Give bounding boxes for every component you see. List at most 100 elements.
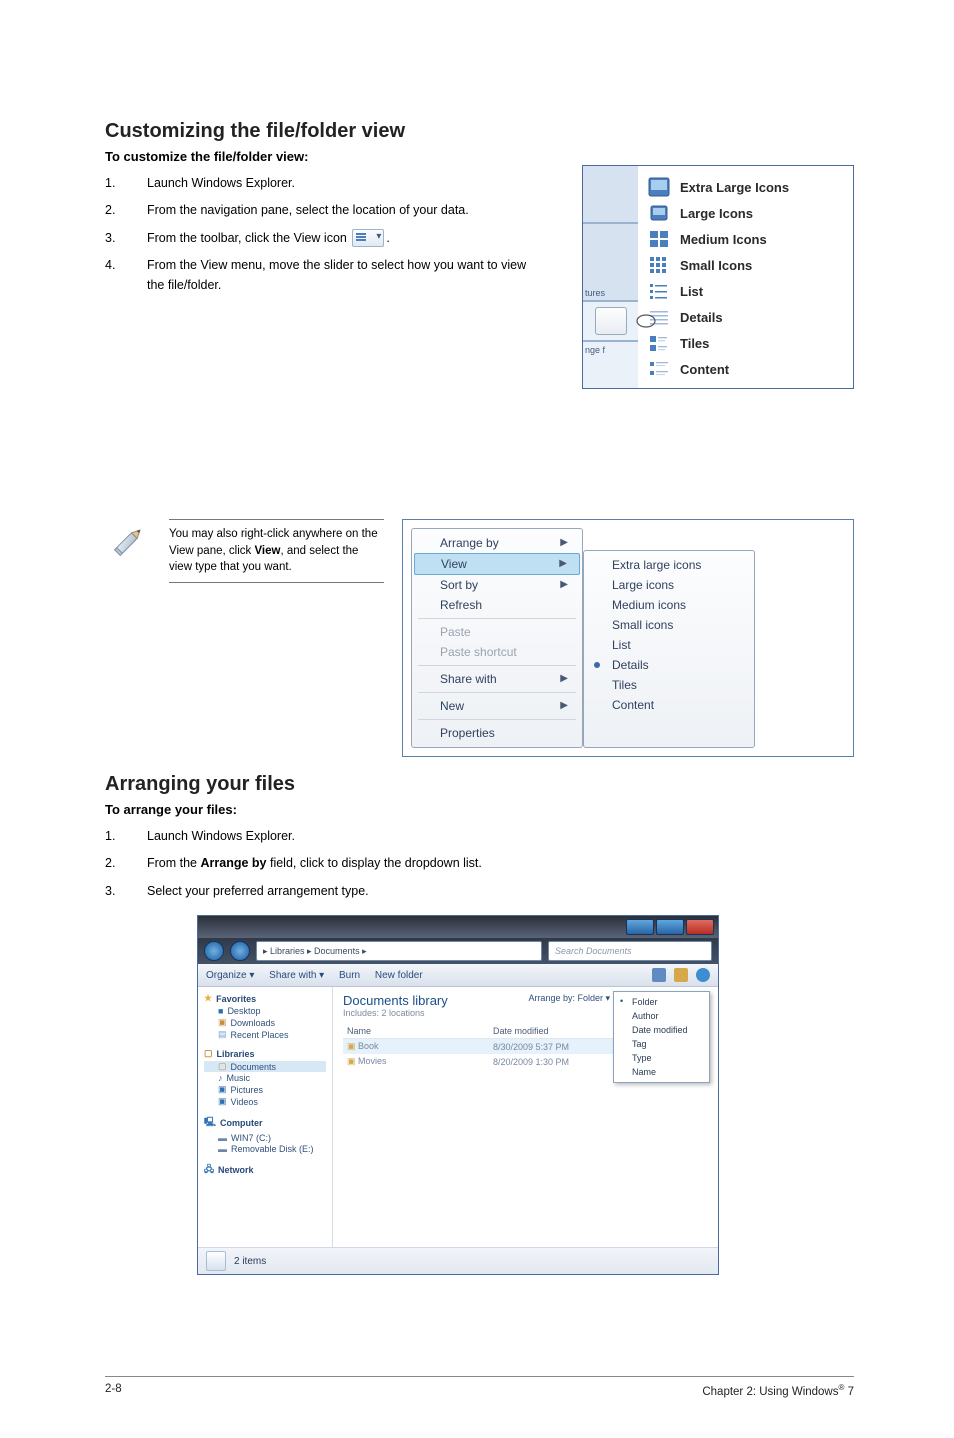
sidebar-item[interactable]: ♪ Music — [204, 1073, 326, 1083]
arrange-option[interactable]: Date modified — [614, 1023, 709, 1037]
sidebar-item[interactable]: ▢Documents — [204, 1061, 326, 1072]
ctx-item-paste: Paste — [412, 622, 582, 642]
ctx-label: Content — [612, 698, 654, 712]
sidebar-network[interactable]: 🖧Network — [204, 1162, 326, 1178]
context-menu: Arrange by▶ View▶ Sort by▶ Refresh Paste… — [411, 528, 583, 748]
page-footer: 2-8 Chapter 2: Using Windows® 7 — [105, 1376, 854, 1398]
folder-icon: ▣ — [347, 1056, 356, 1066]
list-icon — [648, 281, 670, 301]
cell: Book — [358, 1041, 379, 1051]
sidebar-computer[interactable]: 🖳Computer — [204, 1115, 326, 1131]
content-icon — [648, 359, 670, 379]
sidebar-item[interactable]: ▣Pictures — [204, 1084, 326, 1095]
view-option-label: Content — [680, 362, 729, 377]
window-max-button[interactable] — [656, 919, 684, 935]
ctx-item-sort-by[interactable]: Sort by▶ — [412, 575, 582, 595]
arrange-option[interactable]: Tag — [614, 1037, 709, 1051]
ctx-item-properties[interactable]: Properties — [412, 723, 582, 743]
sidebar-label: Documents — [231, 1062, 277, 1072]
arrange-option[interactable]: Type — [614, 1051, 709, 1065]
ctx-label: Tiles — [612, 678, 637, 692]
status-icon — [206, 1251, 226, 1271]
breadcrumb[interactable]: ▸ Libraries ▸ Documents ▸ — [256, 941, 542, 961]
toolbar-share[interactable]: Share with ▾ — [269, 970, 324, 981]
view-option[interactable]: Content — [648, 356, 843, 382]
view-option[interactable]: List — [648, 278, 843, 304]
preview-pane-icon[interactable] — [674, 968, 688, 982]
step-text: From the toolbar, click the View icon — [147, 231, 347, 245]
nav-forward-button[interactable] — [230, 941, 250, 961]
arrange-option[interactable]: Folder — [614, 995, 709, 1009]
help-icon[interactable] — [696, 968, 710, 982]
sidebar-favorites[interactable]: ★Favorites — [204, 993, 326, 1004]
sidebar-item[interactable]: ▬Removable Disk (E:) — [204, 1144, 326, 1154]
view-option-label: Details — [680, 310, 723, 325]
view-option[interactable]: Medium Icons — [648, 226, 843, 252]
view-option[interactable]: Large Icons — [648, 200, 843, 226]
ctx-sub-item[interactable]: Extra large icons — [584, 555, 754, 575]
sidebar-label: Music — [227, 1073, 251, 1083]
step: From the toolbar, click the View icon . — [105, 229, 545, 248]
explorer-toolbar: Organize ▾ Share with ▾ Burn New folder — [198, 964, 718, 987]
context-submenu: Extra large icons Large icons Medium ico… — [583, 550, 755, 748]
view-flyout-figure: tures nge f Extra Large Icons — [582, 165, 854, 389]
ctx-item-new[interactable]: New▶ — [412, 696, 582, 716]
ctx-sub-item[interactable]: Details — [584, 655, 754, 675]
ctx-sub-item[interactable]: Medium icons — [584, 595, 754, 615]
ctx-item-arrange-by[interactable]: Arrange by▶ — [412, 533, 582, 553]
view-option[interactable]: Small Icons — [648, 252, 843, 278]
col-date[interactable]: Date modified — [489, 1024, 617, 1039]
sidebar-item[interactable]: ▬WIN7 (C:) — [204, 1133, 326, 1143]
sidebar-item[interactable]: ▣Downloads — [204, 1017, 326, 1028]
ctx-label: List — [612, 638, 631, 652]
strip-button-row — [583, 302, 638, 342]
ctx-separator — [418, 719, 576, 720]
toolbar-organize[interactable]: Organize ▾ — [206, 970, 254, 981]
window-min-button[interactable] — [626, 919, 654, 935]
ctx-sub-item[interactable]: Content — [584, 695, 754, 715]
view-icon — [352, 229, 384, 247]
ctx-label: Paste — [440, 625, 471, 639]
ctx-sub-item[interactable]: Large icons — [584, 575, 754, 595]
search-input[interactable]: Search Documents — [548, 941, 712, 961]
sidebar-item[interactable]: ▤Recent Places — [204, 1029, 326, 1040]
arrange-by-label[interactable]: Arrange by: Folder ▾ — [528, 993, 610, 1004]
view-mode-icon[interactable] — [652, 968, 666, 982]
sidebar-label: Videos — [231, 1097, 258, 1107]
view-option[interactable]: Tiles — [648, 330, 843, 356]
ctx-item-share-with[interactable]: Share with▶ — [412, 669, 582, 689]
sidebar-label: Removable Disk (E:) — [231, 1144, 314, 1154]
toolbar-newfolder[interactable]: New folder — [375, 970, 423, 981]
network-icon: 🖧 — [204, 1162, 214, 1178]
ctx-label: Medium icons — [612, 598, 686, 612]
nav-back-button[interactable] — [204, 941, 224, 961]
view-option-label: Extra Large Icons — [680, 180, 789, 195]
toolbar-burn[interactable]: Burn — [339, 970, 360, 981]
explorer-main: Documents library Includes: 2 locations … — [333, 987, 718, 1247]
callout-arrow-icon — [636, 313, 656, 329]
view-option[interactable]: Extra Large Icons — [648, 174, 843, 200]
explorer-statusbar: 2 items — [198, 1247, 718, 1274]
sidebar-libraries[interactable]: ▢Libraries — [204, 1048, 326, 1059]
arrange-option[interactable]: Name — [614, 1065, 709, 1079]
sidebar-item[interactable]: ■Desktop — [204, 1006, 326, 1016]
sidebar-item[interactable]: ▣Videos — [204, 1096, 326, 1107]
note-bold: View — [254, 545, 280, 557]
arrange-option[interactable]: Author — [614, 1009, 709, 1023]
ctx-sub-item[interactable]: List — [584, 635, 754, 655]
ctx-label: Sort by — [440, 578, 478, 592]
ctx-item-paste-shortcut: Paste shortcut — [412, 642, 582, 662]
ctx-item-view[interactable]: View▶ — [414, 553, 580, 575]
ctx-sub-item[interactable]: Tiles — [584, 675, 754, 695]
star-icon: ★ — [204, 993, 212, 1004]
ctx-sub-item[interactable]: Small icons — [584, 615, 754, 635]
ctx-item-refresh[interactable]: Refresh — [412, 595, 582, 615]
view-option-label: Tiles — [680, 336, 709, 351]
strip-button[interactable] — [595, 307, 627, 335]
col-name[interactable]: Name — [343, 1024, 489, 1039]
view-option[interactable]: Details — [648, 304, 843, 330]
folder-icon: ▣ — [347, 1041, 356, 1051]
downloads-icon: ▣ — [218, 1017, 227, 1028]
music-icon: ♪ — [218, 1073, 223, 1083]
window-close-button[interactable] — [686, 919, 714, 935]
